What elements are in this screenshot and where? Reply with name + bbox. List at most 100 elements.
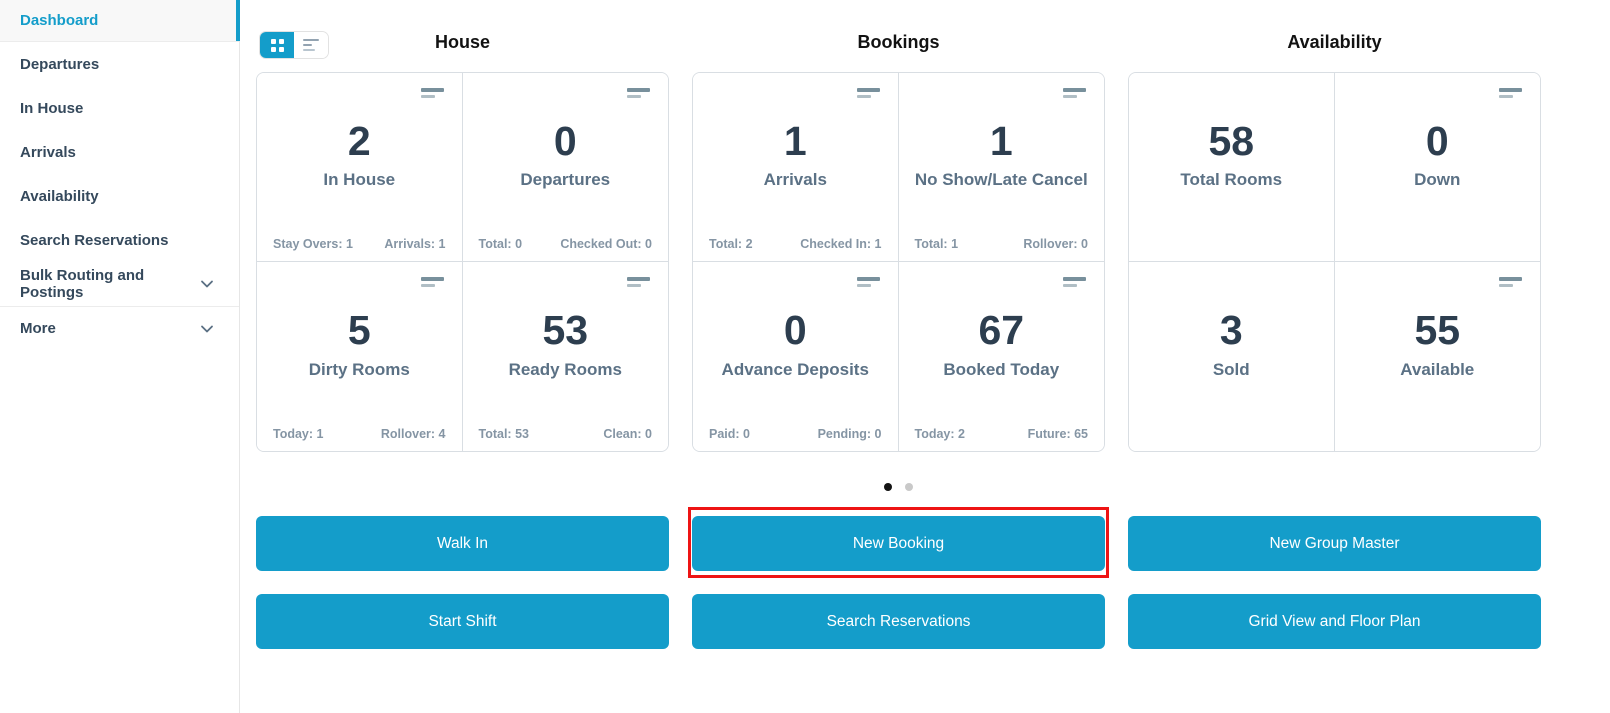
stat-card-in-house[interactable]: 2 In House Stay Overs: 1 Arrivals: 1 bbox=[257, 73, 463, 262]
stat-footer-right: Checked Out: 0 bbox=[560, 237, 652, 251]
list-view-button[interactable] bbox=[294, 32, 328, 58]
stat-value: 1 bbox=[783, 117, 807, 164]
stat-value: 0 bbox=[783, 307, 807, 354]
stat-footer-left: Stay Overs: 1 bbox=[273, 237, 353, 251]
sidebar-item-availability[interactable]: Availability bbox=[0, 174, 239, 218]
stat-card-dirty-rooms[interactable]: 5 Dirty Rooms Today: 1 Rollover: 4 bbox=[257, 262, 463, 451]
stat-card-ready-rooms[interactable]: 53 Ready Rooms Total: 53 Clean: 0 bbox=[462, 262, 669, 451]
stat-card-sold[interactable]: 3 Sold bbox=[1129, 262, 1335, 451]
sidebar-item-more[interactable]: More bbox=[0, 306, 239, 350]
card-menu-icon[interactable] bbox=[1499, 277, 1522, 287]
stat-label: Total Rooms bbox=[1180, 170, 1283, 190]
sidebar-item-search-reservations[interactable]: Search Reservations bbox=[0, 218, 239, 262]
sidebar-item-label: Availability bbox=[20, 187, 99, 205]
sidebar-item-label: In House bbox=[20, 99, 84, 117]
stat-value: 53 bbox=[542, 307, 589, 354]
stat-card-advance-deposits[interactable]: 0 Advance Deposits Paid: 0 Pending: 0 bbox=[693, 262, 899, 451]
card-menu-icon[interactable] bbox=[627, 88, 650, 98]
view-toggle bbox=[259, 31, 329, 59]
sidebar-item-in-house[interactable]: In House bbox=[0, 86, 239, 130]
card-menu-icon[interactable] bbox=[856, 88, 880, 98]
actions-row-1: Walk In New Booking New Group Master bbox=[256, 507, 1541, 578]
list-icon bbox=[303, 38, 319, 52]
main-content: House Bookings Availability 2 In House S… bbox=[240, 0, 1610, 713]
card-menu-icon[interactable] bbox=[627, 277, 650, 287]
stat-card-booked-today[interactable]: 67 Booked Today Today: 2 Future: 65 bbox=[898, 262, 1105, 451]
stat-footer-right: Pending: 0 bbox=[817, 427, 882, 441]
stat-card-no-show-late-cancel[interactable]: 1 No Show/Late Cancel Total: 1 Rollover:… bbox=[898, 73, 1105, 262]
card-menu-icon[interactable] bbox=[420, 88, 444, 98]
stat-card-departures[interactable]: 0 Departures Total: 0 Checked Out: 0 bbox=[462, 73, 668, 262]
card-menu-icon[interactable] bbox=[856, 277, 880, 287]
stat-footer-left: Total: 2 bbox=[709, 237, 753, 251]
stat-footer-right: Clean: 0 bbox=[603, 427, 652, 441]
stat-footer-right: Checked In: 1 bbox=[800, 237, 882, 251]
chevron-down-icon bbox=[199, 276, 215, 292]
search-reservations-button[interactable]: Search Reservations bbox=[692, 594, 1105, 649]
stat-card-down[interactable]: 0 Down bbox=[1334, 73, 1540, 262]
carousel-dot-1[interactable] bbox=[884, 483, 893, 491]
group-house: 2 In House Stay Overs: 1 Arrivals: 1 0 D… bbox=[256, 72, 669, 452]
stat-label: Advance Deposits bbox=[721, 359, 869, 379]
stat-value: 1 bbox=[989, 117, 1013, 164]
group-title-bookings: Bookings bbox=[857, 32, 940, 52]
card-menu-icon[interactable] bbox=[1063, 88, 1086, 98]
sidebar-item-departures[interactable]: Departures bbox=[0, 42, 239, 86]
card-footer: Stay Overs: 1 Arrivals: 1 bbox=[257, 237, 462, 251]
sidebar-item-dashboard[interactable]: Dashboard bbox=[0, 0, 240, 42]
carousel-dots bbox=[692, 478, 1105, 496]
card-footer: Total: 53 Clean: 0 bbox=[463, 427, 669, 441]
stat-value: 3 bbox=[1219, 307, 1243, 354]
stat-label: Dirty Rooms bbox=[308, 359, 410, 379]
stat-value: 58 bbox=[1208, 117, 1255, 164]
stat-label: Arrivals bbox=[763, 170, 827, 190]
walk-in-button[interactable]: Walk In bbox=[256, 516, 669, 571]
stat-footer-left: Paid: 0 bbox=[709, 427, 750, 441]
stat-label: Departures bbox=[520, 170, 611, 190]
card-menu-icon[interactable] bbox=[1063, 277, 1086, 287]
sidebar-item-label: Search Reservations bbox=[20, 231, 169, 249]
stat-label: Ready Rooms bbox=[508, 359, 622, 379]
stat-card-arrivals[interactable]: 1 Arrivals Total: 2 Checked In: 1 bbox=[693, 73, 899, 262]
sidebar-item-arrivals[interactable]: Arrivals bbox=[0, 130, 239, 174]
card-menu-icon[interactable] bbox=[1499, 88, 1522, 98]
carousel-dot-2[interactable] bbox=[904, 483, 913, 491]
stat-footer-left: Today: 1 bbox=[273, 427, 324, 441]
sidebar-item-label: Departures bbox=[20, 55, 100, 73]
card-footer: Total: 1 Rollover: 0 bbox=[899, 237, 1105, 251]
stat-value: 67 bbox=[978, 307, 1025, 354]
group-bookings: 1 Arrivals Total: 2 Checked In: 1 1 No S… bbox=[692, 72, 1105, 452]
group-availability: 58 Total Rooms 0 Down 3 Sold 55 Availabl… bbox=[1128, 72, 1541, 452]
stat-footer-left: Today: 2 bbox=[914, 427, 965, 441]
stat-footer-left: Total: 53 bbox=[478, 427, 529, 441]
stat-card-total-rooms[interactable]: 58 Total Rooms bbox=[1129, 73, 1335, 262]
start-shift-button[interactable]: Start Shift bbox=[256, 594, 669, 649]
grid-icon bbox=[270, 38, 284, 52]
card-footer: Today: 2 Future: 65 bbox=[899, 427, 1105, 441]
new-group-master-button[interactable]: New Group Master bbox=[1128, 516, 1541, 571]
stat-footer-right: Future: 65 bbox=[1027, 427, 1088, 441]
grid-view-button[interactable] bbox=[260, 32, 294, 58]
sidebar-item-bulk-routing-and-postings[interactable]: Bulk Routing and Postings bbox=[0, 262, 239, 306]
stat-card-available[interactable]: 55 Available bbox=[1334, 262, 1540, 451]
card-footer: Today: 1 Rollover: 4 bbox=[257, 427, 462, 441]
chevron-down-icon bbox=[199, 321, 215, 337]
stat-value: 0 bbox=[1425, 117, 1449, 164]
grid-view-floor-plan-button[interactable]: Grid View and Floor Plan bbox=[1128, 594, 1541, 649]
card-menu-icon[interactable] bbox=[420, 277, 444, 287]
actions-row-2: Start Shift Search Reservations Grid Vie… bbox=[256, 594, 1541, 649]
stat-label: No Show/Late Cancel bbox=[914, 170, 1088, 190]
stat-label: Booked Today bbox=[943, 359, 1060, 379]
stat-footer-left: Total: 1 bbox=[914, 237, 959, 251]
stat-footer-right: Rollover: 0 bbox=[1023, 237, 1088, 251]
stat-footer-left: Total: 0 bbox=[478, 237, 523, 251]
group-title-house: House bbox=[434, 32, 490, 52]
new-booking-button[interactable]: New Booking bbox=[692, 516, 1105, 571]
sidebar-item-label: Bulk Routing and Postings bbox=[20, 267, 145, 301]
stat-label: Available bbox=[1400, 359, 1475, 379]
stat-groups: 2 In House Stay Overs: 1 Arrivals: 1 0 D… bbox=[256, 72, 1541, 452]
stat-value: 5 bbox=[347, 307, 371, 354]
stat-label: Sold bbox=[1212, 359, 1250, 379]
group-headers: House Bookings Availability bbox=[256, 32, 1541, 53]
